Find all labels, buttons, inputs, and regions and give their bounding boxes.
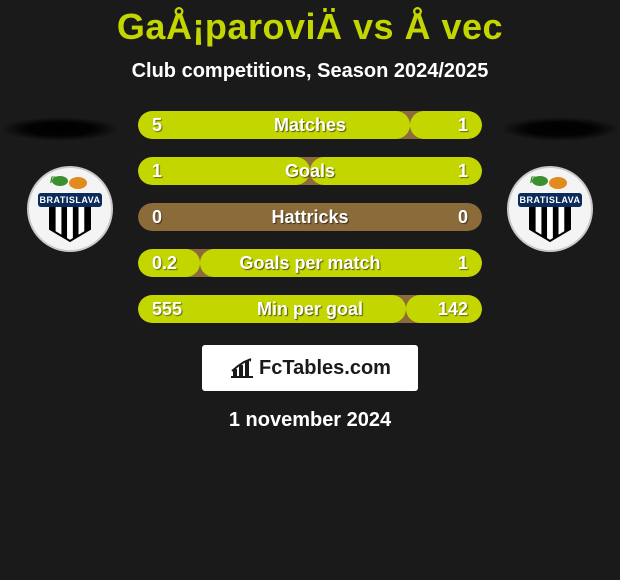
stat-value-a: 0.2 xyxy=(138,253,191,274)
comparison-card: GaÅ¡paroviÄ vs Å vec Club competitions, … xyxy=(0,0,620,580)
svg-text:BRATISLAVA: BRATISLAVA xyxy=(520,195,581,205)
site-badge[interactable]: FcTables.com xyxy=(202,345,418,391)
page-title: GaÅ¡paroviÄ vs Å vec xyxy=(0,0,620,48)
team-a-logo: FC BRATISLAVA xyxy=(20,165,120,253)
stat-value-a: 555 xyxy=(138,299,196,320)
content-area: FC BRATISLAVA FC BRATISLAVA 5Matches1 1Goal… xyxy=(0,111,620,432)
page-subtitle: Club competitions, Season 2024/2025 xyxy=(0,60,620,83)
svg-text:FC: FC xyxy=(50,175,62,185)
stat-value-a: 0 xyxy=(138,207,176,228)
stat-value-b: 142 xyxy=(424,299,482,320)
svg-text:BRATISLAVA: BRATISLAVA xyxy=(40,195,101,205)
shadow-right xyxy=(500,117,620,141)
footer-date: 1 november 2024 xyxy=(0,409,620,432)
stat-value-b: 1 xyxy=(444,161,482,182)
stat-row-matches: 5Matches1 xyxy=(138,111,482,139)
stat-row-min-per-goal: 555Min per goal142 xyxy=(138,295,482,323)
stat-row-hattricks: 0Hattricks0 xyxy=(138,203,482,231)
chart-icon xyxy=(229,357,255,379)
stat-bars: 5Matches1 1Goals1 0Hattricks0 0.2Goals per … xyxy=(138,111,482,323)
team-b-logo: FC BRATISLAVA xyxy=(500,165,600,253)
stat-value-b: 1 xyxy=(444,115,482,136)
stat-value-a: 5 xyxy=(138,115,176,136)
shadow-left xyxy=(0,117,120,141)
stat-value-a: 1 xyxy=(138,161,176,182)
stat-row-goals-per-match: 0.2Goals per match1 xyxy=(138,249,482,277)
stat-value-b: 1 xyxy=(444,253,482,274)
site-name: FcTables.com xyxy=(259,357,391,380)
stat-row-goals: 1Goals1 xyxy=(138,157,482,185)
svg-text:FC: FC xyxy=(530,175,542,185)
stat-value-b: 0 xyxy=(444,207,482,228)
